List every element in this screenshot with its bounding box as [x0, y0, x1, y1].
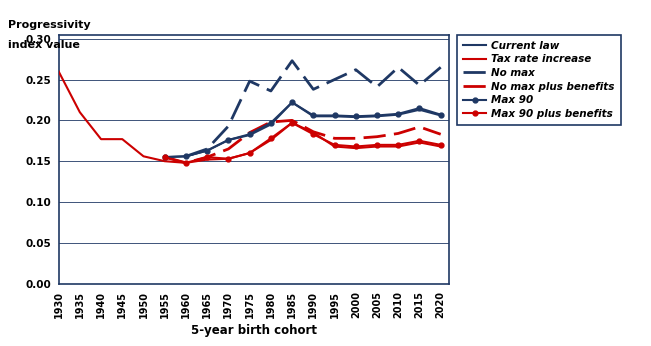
Text: index value: index value	[8, 39, 79, 49]
X-axis label: 5-year birth cohort: 5-year birth cohort	[191, 324, 317, 337]
Legend: Current law, Tax rate increase, No max, No max plus benefits, Max 90, Max 90 plu: Current law, Tax rate increase, No max, …	[457, 35, 621, 125]
Text: Progressivity: Progressivity	[8, 20, 90, 30]
